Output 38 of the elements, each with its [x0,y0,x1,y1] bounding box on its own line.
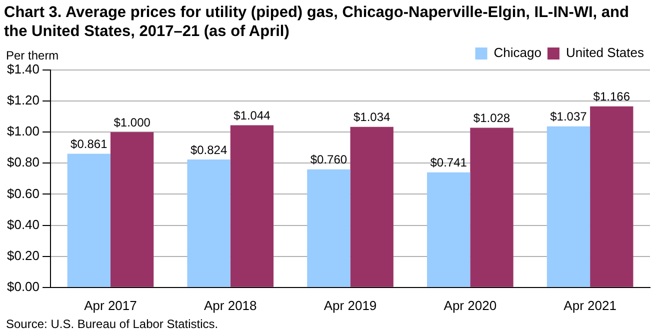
y-tick-label: $1.00 [6,124,40,139]
legend-label: Chicago [494,45,542,60]
bar [230,125,274,287]
y-tick-label: $0.80 [6,154,40,170]
y-axis-title: Per therm [6,48,59,62]
data-label: $1.044 [234,108,271,123]
data-label: $1.037 [550,110,588,124]
x-tick-label: Apr 2021 [564,298,616,313]
data-label: $0.861 [70,137,108,152]
y-tick-label: $0.60 [6,186,40,201]
y-tick-label: $0.20 [6,248,40,263]
y-tick-label: $1.20 [6,92,40,108]
data-label: $1.166 [593,90,630,104]
bar [187,159,230,287]
bar [67,154,110,287]
data-label: $0.760 [310,152,348,167]
x-tick-label: Apr 2019 [324,298,377,313]
data-label: $1.028 [473,111,510,126]
y-tick-label: $0.40 [6,216,40,232]
source-note: Source: U.S. Bureau of Labor Statistics. [5,317,220,331]
x-tick-label: Apr 2020 [444,298,497,313]
x-tick-label: Apr 2017 [84,298,137,313]
bar [470,128,514,287]
bar [350,126,394,287]
bar [307,169,350,287]
data-label: $1.034 [353,110,391,124]
legend-label: United States [566,45,644,60]
bar [590,106,634,287]
y-tick-label: $1.40 [6,62,40,77]
data-label: $0.824 [190,142,228,157]
bar [110,132,154,287]
data-label: $0.741 [430,156,468,170]
data-label: $1.000 [114,115,151,130]
chart-title: Chart 3. Average prices for utility (piped) gas, Chicago-Naperville-Elgin, IL-IN-WI, and the United States, 2017–21 (as of April) [3,3,630,41]
x-tick-label: Apr 2018 [204,298,257,313]
y-tick-label: $0.00 [6,278,40,294]
bar [546,126,590,287]
bar [427,172,470,287]
